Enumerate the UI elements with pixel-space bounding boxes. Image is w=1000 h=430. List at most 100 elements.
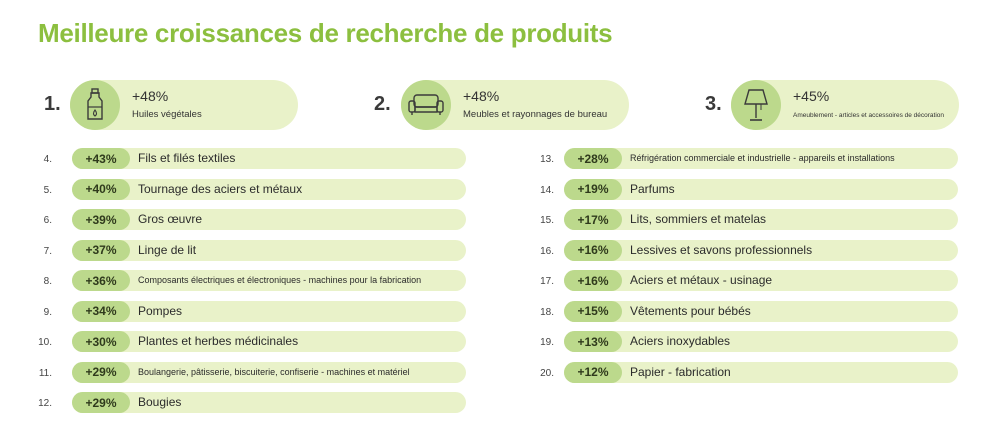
percent-badge: +17%	[564, 209, 622, 230]
top-pill: +48% Huiles végétales	[70, 80, 298, 130]
item-label: Fils et filés textiles	[138, 151, 236, 165]
top-pill: +48% Meubles et rayonnages de bureau	[401, 80, 629, 130]
list-item: 15. +17% Lits, sommiers et matelas	[520, 209, 960, 240]
item-label: Linge de lit	[138, 242, 197, 257]
item-bar	[564, 178, 958, 200]
item-label: Réfrigération commerciale et industriell…	[630, 153, 895, 163]
top-item-3: 3. +45% Ameublement - articles et access…	[705, 78, 965, 132]
percent-badge: +13%	[564, 331, 622, 352]
item-label: Pompes	[138, 303, 183, 318]
rank-number: 11.	[38, 367, 52, 379]
list-item: 17. +16% Aciers et métaux - usinage	[520, 270, 960, 301]
percent-badge: +30%	[72, 331, 130, 352]
item-label: Vêtements pour bébés	[630, 303, 751, 318]
top-rank: 1.	[44, 93, 61, 115]
item-bar	[564, 331, 958, 352]
top-label: Ameublement - articles et accessoires de…	[793, 112, 945, 119]
item-bar	[72, 331, 466, 352]
item-label: Aciers et métaux - usinage	[630, 273, 773, 287]
rank-number: 4.	[43, 154, 52, 165]
item-bar	[564, 148, 958, 169]
top-percent: +48%	[132, 88, 169, 104]
rank-number: 15.	[540, 215, 554, 226]
item-bar	[72, 361, 466, 383]
item-label: Tournage des aciers et métaux	[138, 181, 303, 196]
item-bar	[564, 239, 958, 261]
top-rank: 3.	[705, 93, 722, 115]
list-item: 16. +16% Lessives et savons professionne…	[520, 239, 960, 271]
rank-number: 9.	[43, 306, 52, 318]
oil-bottle-icon	[70, 80, 120, 130]
rank-number: 8.	[43, 276, 52, 287]
rank-number: 14.	[540, 184, 554, 196]
percent-badge: +15%	[564, 300, 622, 322]
list-item: 11. +29% Boulangerie, pâtisserie, biscui…	[18, 361, 468, 393]
item-label: Composants électriques et électroniques …	[138, 275, 422, 285]
rank-number: 12.	[38, 398, 52, 409]
percent-badge: +12%	[564, 361, 622, 383]
list-item: 7. +37% Linge de lit	[18, 239, 468, 271]
percent-badge: +39%	[72, 209, 130, 230]
list-item: 5. +40% Tournage des aciers et métaux	[18, 178, 468, 210]
rank-number: 7.	[43, 245, 52, 257]
item-label: Boulangerie, pâtisserie, biscuiterie, co…	[138, 366, 410, 377]
percent-badge: +19%	[564, 178, 622, 200]
item-label: Bougies	[138, 395, 182, 409]
lamp-icon	[731, 80, 781, 130]
percent-badge: +28%	[564, 148, 622, 169]
rank-number: 13.	[540, 154, 554, 165]
top-item-1: 1. +48% Huiles végétales	[44, 78, 304, 132]
item-label: Lits, sommiers et matelas	[630, 212, 767, 226]
list-item: 10. +30% Plantes et herbes médicinales	[18, 331, 468, 362]
item-bar	[72, 270, 466, 291]
item-label: Papier - fabrication	[630, 364, 731, 379]
list-item: 13. +28% Réfrigération commerciale et in…	[520, 148, 960, 179]
top-rank: 2.	[374, 93, 391, 115]
percent-badge: +37%	[72, 239, 130, 261]
percent-badge: +34%	[72, 300, 130, 322]
top-three: 1. +48% Huiles végétales 2.	[0, 78, 1000, 132]
percent-badge: +16%	[564, 270, 622, 291]
item-bar	[564, 300, 958, 322]
rank-number: 6.	[43, 215, 52, 226]
list-item: 4. +43% Fils et filés textiles	[18, 148, 468, 179]
item-bar	[72, 239, 466, 261]
ranking-list-right: 13. +28% Réfrigération commerciale et in…	[520, 148, 960, 392]
rank-number: 17.	[540, 276, 554, 287]
item-bar	[72, 178, 466, 200]
item-bar	[72, 148, 466, 169]
list-item: 18. +15% Vêtements pour bébés	[520, 300, 960, 332]
top-percent: +45%	[793, 88, 830, 104]
item-bar	[72, 392, 466, 413]
list-item: 19. +13% Aciers inoxydables	[520, 331, 960, 362]
page-title: Meilleure croissances de recherche de pr…	[38, 18, 613, 48]
item-bar	[72, 300, 466, 322]
item-label: Lessives et savons professionnels	[630, 242, 813, 257]
rank-number: 16.	[540, 245, 554, 257]
list-item: 14. +19% Parfums	[520, 178, 960, 210]
list-item: 6. +39% Gros œuvre	[18, 209, 468, 240]
percent-badge: +43%	[72, 148, 130, 169]
sofa-icon	[401, 80, 451, 130]
top-label: Meubles et rayonnages de bureau	[463, 109, 608, 120]
ranking-list-left: 4. +43% Fils et filés textiles 5. +40% T…	[18, 148, 468, 423]
top-label: Huiles végétales	[132, 109, 202, 120]
rank-number: 18.	[540, 306, 554, 318]
list-item: 20. +12% Papier - fabrication	[520, 361, 960, 393]
top-item-2: 2. +48% Meubles et rayonnages de bureau	[374, 78, 632, 132]
item-bar	[72, 209, 466, 230]
list-item: 12. +29% Bougies	[18, 392, 468, 423]
percent-badge: +40%	[72, 178, 130, 200]
top-pill: +45% Ameublement - articles et accessoir…	[731, 80, 959, 130]
rank-number: 10.	[38, 337, 52, 348]
item-label: Parfums	[630, 181, 675, 196]
top-percent: +48%	[463, 88, 500, 104]
item-label: Plantes et herbes médicinales	[138, 334, 299, 348]
percent-badge: +29%	[72, 361, 130, 383]
item-bar	[564, 361, 958, 383]
item-bar	[564, 209, 958, 230]
percent-badge: +36%	[72, 270, 130, 291]
list-item: 8. +36% Composants électriques et électr…	[18, 270, 468, 301]
item-label: Aciers inoxydables	[630, 334, 731, 348]
item-bar	[564, 270, 958, 291]
